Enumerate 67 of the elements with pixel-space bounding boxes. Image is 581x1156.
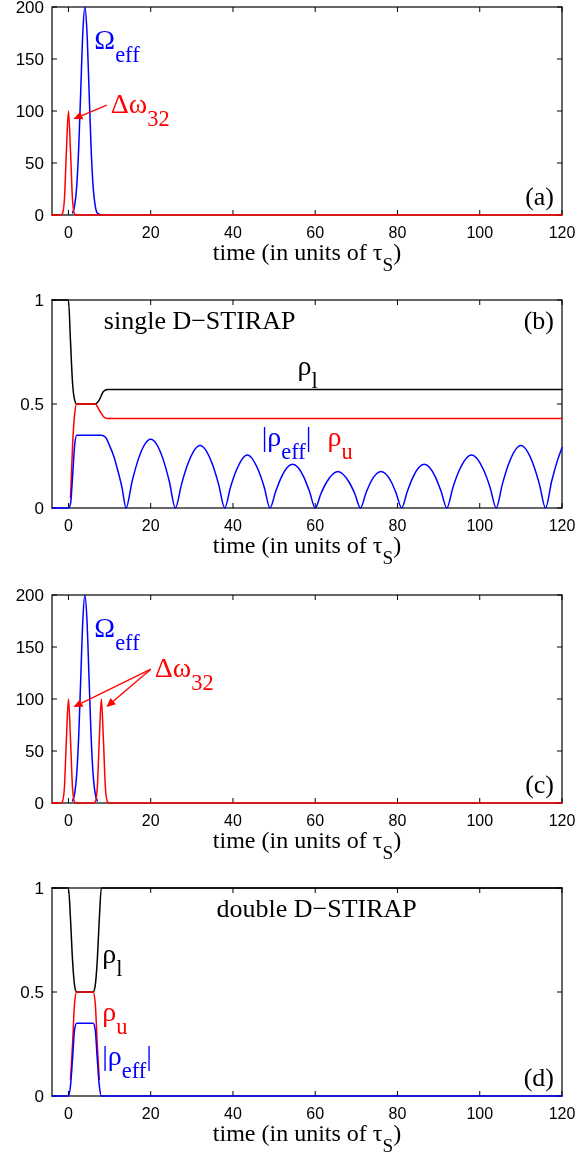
y-tick-label: 200	[15, 0, 44, 17]
x-tick-label: 80	[388, 1105, 407, 1122]
x-tick-label: 20	[141, 517, 160, 534]
series-label: |ρ$_{eff}$|	[261, 420, 312, 464]
legend-label: Δω$_{32}$	[154, 652, 214, 695]
legend-label: Δω$_{32}$	[110, 88, 170, 131]
x-tick-label: 20	[141, 1105, 160, 1122]
x-tick-label: 40	[224, 517, 242, 534]
x-tick-label: 60	[306, 1105, 325, 1122]
y-tick-label: 0	[34, 1086, 44, 1106]
series-label: ρ$_{u}$	[102, 996, 128, 1039]
x-tick-label: 80	[388, 812, 407, 829]
annotation: (d)	[523, 1062, 554, 1092]
y-tick-label: 1	[34, 878, 44, 898]
x-axis-title: time (in units of τ$_{S}$)	[212, 827, 402, 863]
series-label: Ω$_{eff}$	[94, 611, 141, 655]
series-label: ρ$_{u}$	[327, 420, 353, 464]
x-tick-label: 100	[466, 224, 494, 241]
series-label: ρ$_{l}$	[102, 937, 123, 981]
series-label: ρ$_{l}$	[297, 349, 318, 393]
x-tick-label: 40	[224, 812, 242, 829]
y-tick-label: 0	[34, 498, 44, 518]
line-series	[51, 698, 563, 804]
x-tick-label: 20	[141, 224, 160, 241]
line-series	[69, 403, 563, 499]
x-tick-label: 60	[306, 517, 325, 534]
annotation: (b)	[523, 306, 554, 336]
series-label: Ω$_{eff}$	[94, 23, 141, 67]
x-tick-label: 40	[224, 1105, 242, 1122]
x-tick-label: 60	[306, 812, 325, 829]
annotation: (a)	[525, 181, 554, 211]
y-tick-label: 0	[34, 793, 44, 813]
y-tick-label: 100	[15, 101, 44, 121]
x-tick-label: 0	[64, 812, 73, 829]
x-tick-label: 20	[141, 812, 160, 829]
x-axis-title: time (in units of τ$_{S}$)	[212, 532, 402, 568]
x-tick-label: 120	[548, 1105, 576, 1122]
line-series	[69, 991, 101, 1081]
y-tick-label: 150	[15, 637, 44, 657]
y-tick-label: 0.5	[20, 982, 44, 1002]
x-axis-title: time (in units of τ$_{S}$)	[212, 239, 402, 275]
y-tick-label: 0	[34, 205, 44, 225]
y-tick-label: 150	[15, 49, 44, 69]
x-tick-label: 60	[306, 224, 325, 241]
y-tick-label: 0.5	[20, 394, 44, 414]
y-tick-label: 200	[15, 585, 44, 605]
x-tick-label: 40	[224, 224, 242, 241]
x-tick-label: 0	[64, 1105, 73, 1122]
x-tick-label: 80	[388, 517, 407, 534]
x-tick-label: 120	[548, 812, 576, 829]
x-axis-title: time (in units of τ$_{S}$)	[212, 1120, 402, 1156]
annotation: single D−STIRAP	[103, 306, 296, 336]
y-tick-label: 50	[25, 153, 44, 173]
y-tick-label: 50	[25, 741, 44, 761]
series-label: |ρ$_{eff}$|	[102, 1039, 152, 1083]
y-tick-label: 100	[15, 689, 44, 709]
x-tick-label: 100	[466, 517, 494, 534]
annotation: (c)	[525, 769, 554, 799]
x-tick-label: 100	[466, 1105, 494, 1122]
annotation: double D−STIRAP	[216, 894, 417, 924]
x-tick-label: 120	[548, 517, 576, 534]
x-tick-label: 80	[388, 224, 407, 241]
y-tick-label: 1	[34, 290, 44, 310]
x-tick-label: 100	[466, 812, 494, 829]
x-tick-label: 120	[548, 224, 576, 241]
x-tick-label: 0	[64, 517, 73, 534]
x-tick-label: 0	[64, 224, 73, 241]
